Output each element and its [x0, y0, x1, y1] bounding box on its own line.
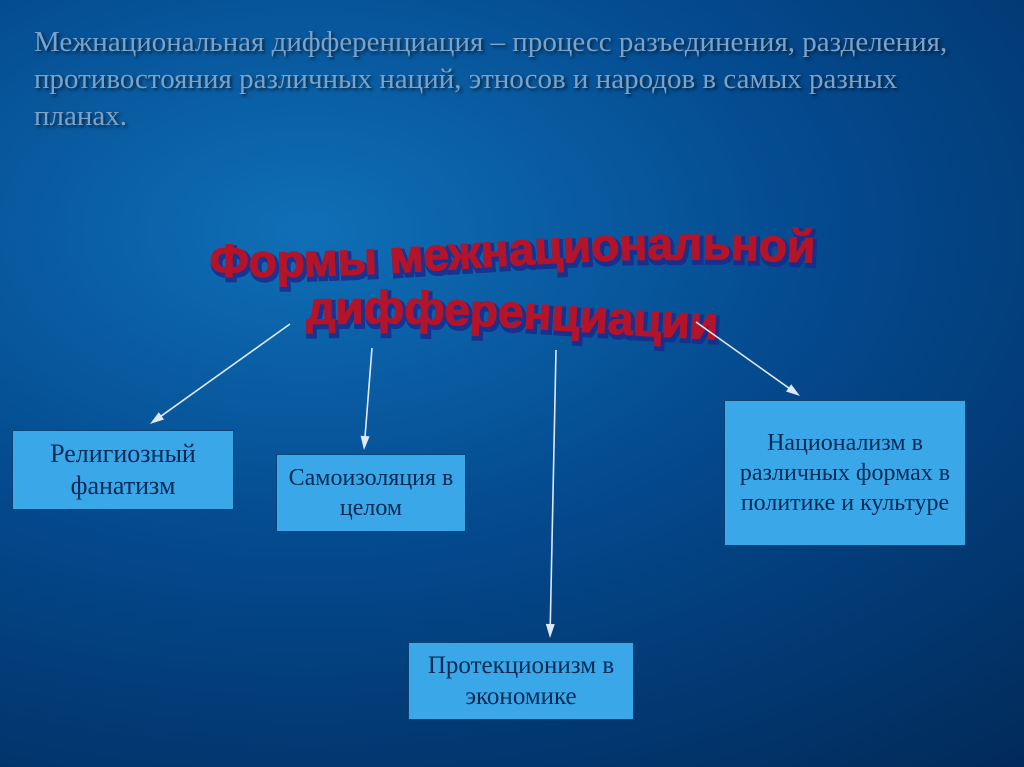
- box-nationalism: Национализм в различных формах в политик…: [724, 400, 966, 546]
- box-label: Религиозный фанатизм: [21, 438, 225, 503]
- box-label: Протекционизм в экономике: [417, 650, 625, 713]
- slide-title: Межнациональная дифференциация – процесс…: [34, 24, 984, 135]
- box-self-isolation: Самоизоляция в целом: [276, 454, 466, 532]
- box-religious-fanaticism: Религиозный фанатизм: [12, 430, 234, 510]
- box-label: Национализм в различных формах в политик…: [733, 428, 957, 518]
- box-label: Самоизоляция в целом: [285, 463, 457, 523]
- box-protectionism: Протекционизм в экономике: [408, 642, 634, 720]
